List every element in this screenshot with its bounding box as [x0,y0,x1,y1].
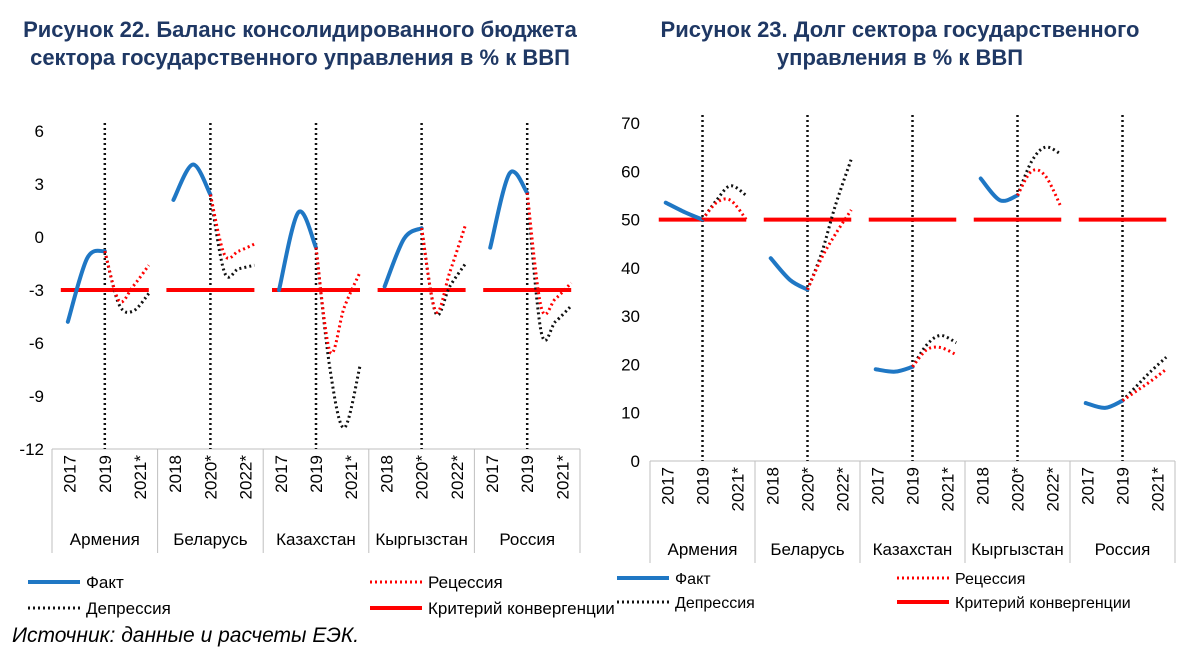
recession-line [1016,168,1063,209]
y-tick-label: 10 [621,404,640,423]
x-tick-label: 2021* [729,467,748,512]
y-tick-label: -9 [29,387,44,406]
x-tick-label: 2018 [166,455,185,493]
recession-line [420,224,468,314]
x-tick-label: 2019 [518,455,537,493]
legend-label-criterion: Критерий конвергенции [428,599,615,618]
legend-label-recession: Рецессия [428,573,503,592]
category-label: Беларусь [770,540,844,559]
x-tick-label: 2021* [553,455,572,500]
fact-line [277,209,318,292]
x-tick-label: 2019 [96,455,115,493]
fact-line [171,162,213,202]
legend-label-fact: Факт [675,571,711,588]
x-tick-label: 2019 [904,467,923,505]
category-label: Беларусь [173,530,247,549]
source-note: Источник: данные и расчеты ЕЭК. [12,624,360,647]
x-tick-label: 2017 [483,455,502,493]
fact-line [488,169,530,250]
fact-line [1083,398,1125,410]
y-tick-label: 6 [35,122,44,141]
x-tick-label: 2022* [448,455,467,500]
recession-line [806,209,853,291]
x-tick-label: 2018 [974,467,993,505]
x-tick-label: 2017 [61,455,80,493]
y-tick-label: 0 [631,452,640,471]
y-tick-label: 50 [621,211,640,230]
x-tick-label: 2019 [307,455,326,493]
recession-line [701,197,748,221]
category-label: Кыргызстан [971,540,1064,559]
fact-line [768,256,810,292]
y-tick-label: -6 [29,334,44,353]
x-tick-label: 2021* [131,455,150,500]
depression-line [806,158,853,291]
x-tick-label: 2017 [272,455,291,493]
depression-line [1016,145,1062,197]
fact-line [663,200,705,222]
x-tick-label: 2019 [1114,467,1133,505]
x-tick-label: 2018 [764,467,783,505]
category-label: Армения [667,540,737,559]
y-tick-label: 0 [35,228,44,247]
x-tick-label: 2017 [869,467,888,505]
legend-label-depression: Депрессия [86,599,171,618]
x-tick-label: 2021* [342,455,361,500]
x-tick-label: 2017 [1079,467,1098,505]
category-label: Казахстан [276,530,356,549]
depression-line [701,184,748,221]
fact-line [382,226,424,289]
x-tick-label: 2019 [694,467,713,505]
category-label: Армения [70,530,140,549]
fact-line [65,248,107,324]
depression-line [314,247,362,430]
recession-line [208,194,256,260]
x-tick-label: 2022* [834,467,853,512]
y-tick-label: 20 [621,355,640,374]
x-tick-label: 2021* [1149,467,1168,512]
y-tick-label: 60 [621,162,640,181]
x-tick-label: 2022* [237,455,256,500]
x-tick-label: 2022* [1044,467,1063,512]
legend-label-fact: Факт [86,573,124,592]
legend-label-criterion: Критерий конвергенции [955,595,1131,612]
figure-23-title: Рисунок 23. Долг сектора государственног… [660,17,1140,70]
depression-line [1121,356,1168,402]
fact-line [978,176,1020,203]
recession-line [103,250,151,304]
fact-line [873,364,915,374]
x-tick-label: 2021* [939,467,958,512]
recession-line [314,247,362,355]
category-label: Россия [499,530,555,549]
y-tick-label: 40 [621,259,640,278]
y-tick-label: 30 [621,307,640,326]
y-tick-label: -3 [29,281,44,300]
legend-label-depression: Депрессия [675,595,755,612]
x-tick-label: 2020* [799,467,818,512]
y-tick-label: -12 [19,440,44,459]
x-tick-label: 2017 [659,467,678,505]
y-tick-label: 70 [621,114,640,133]
depression-line [525,192,573,342]
category-label: Казахстан [873,540,953,559]
recession-line [525,192,573,316]
depression-line [208,194,255,279]
figure-22-title: Рисунок 22. Баланс консолидированного бю… [23,17,577,70]
y-tick-label: 3 [35,175,44,194]
category-label: Кыргызстан [375,530,468,549]
category-label: Россия [1095,540,1151,559]
legend-label-recession: Рецессия [955,571,1025,588]
x-tick-label: 2018 [377,455,396,493]
recession-line [1121,368,1168,402]
x-tick-label: 2020* [413,455,432,500]
recession-line [911,345,957,368]
x-tick-label: 2020* [201,455,220,500]
x-tick-label: 2020* [1009,467,1028,512]
